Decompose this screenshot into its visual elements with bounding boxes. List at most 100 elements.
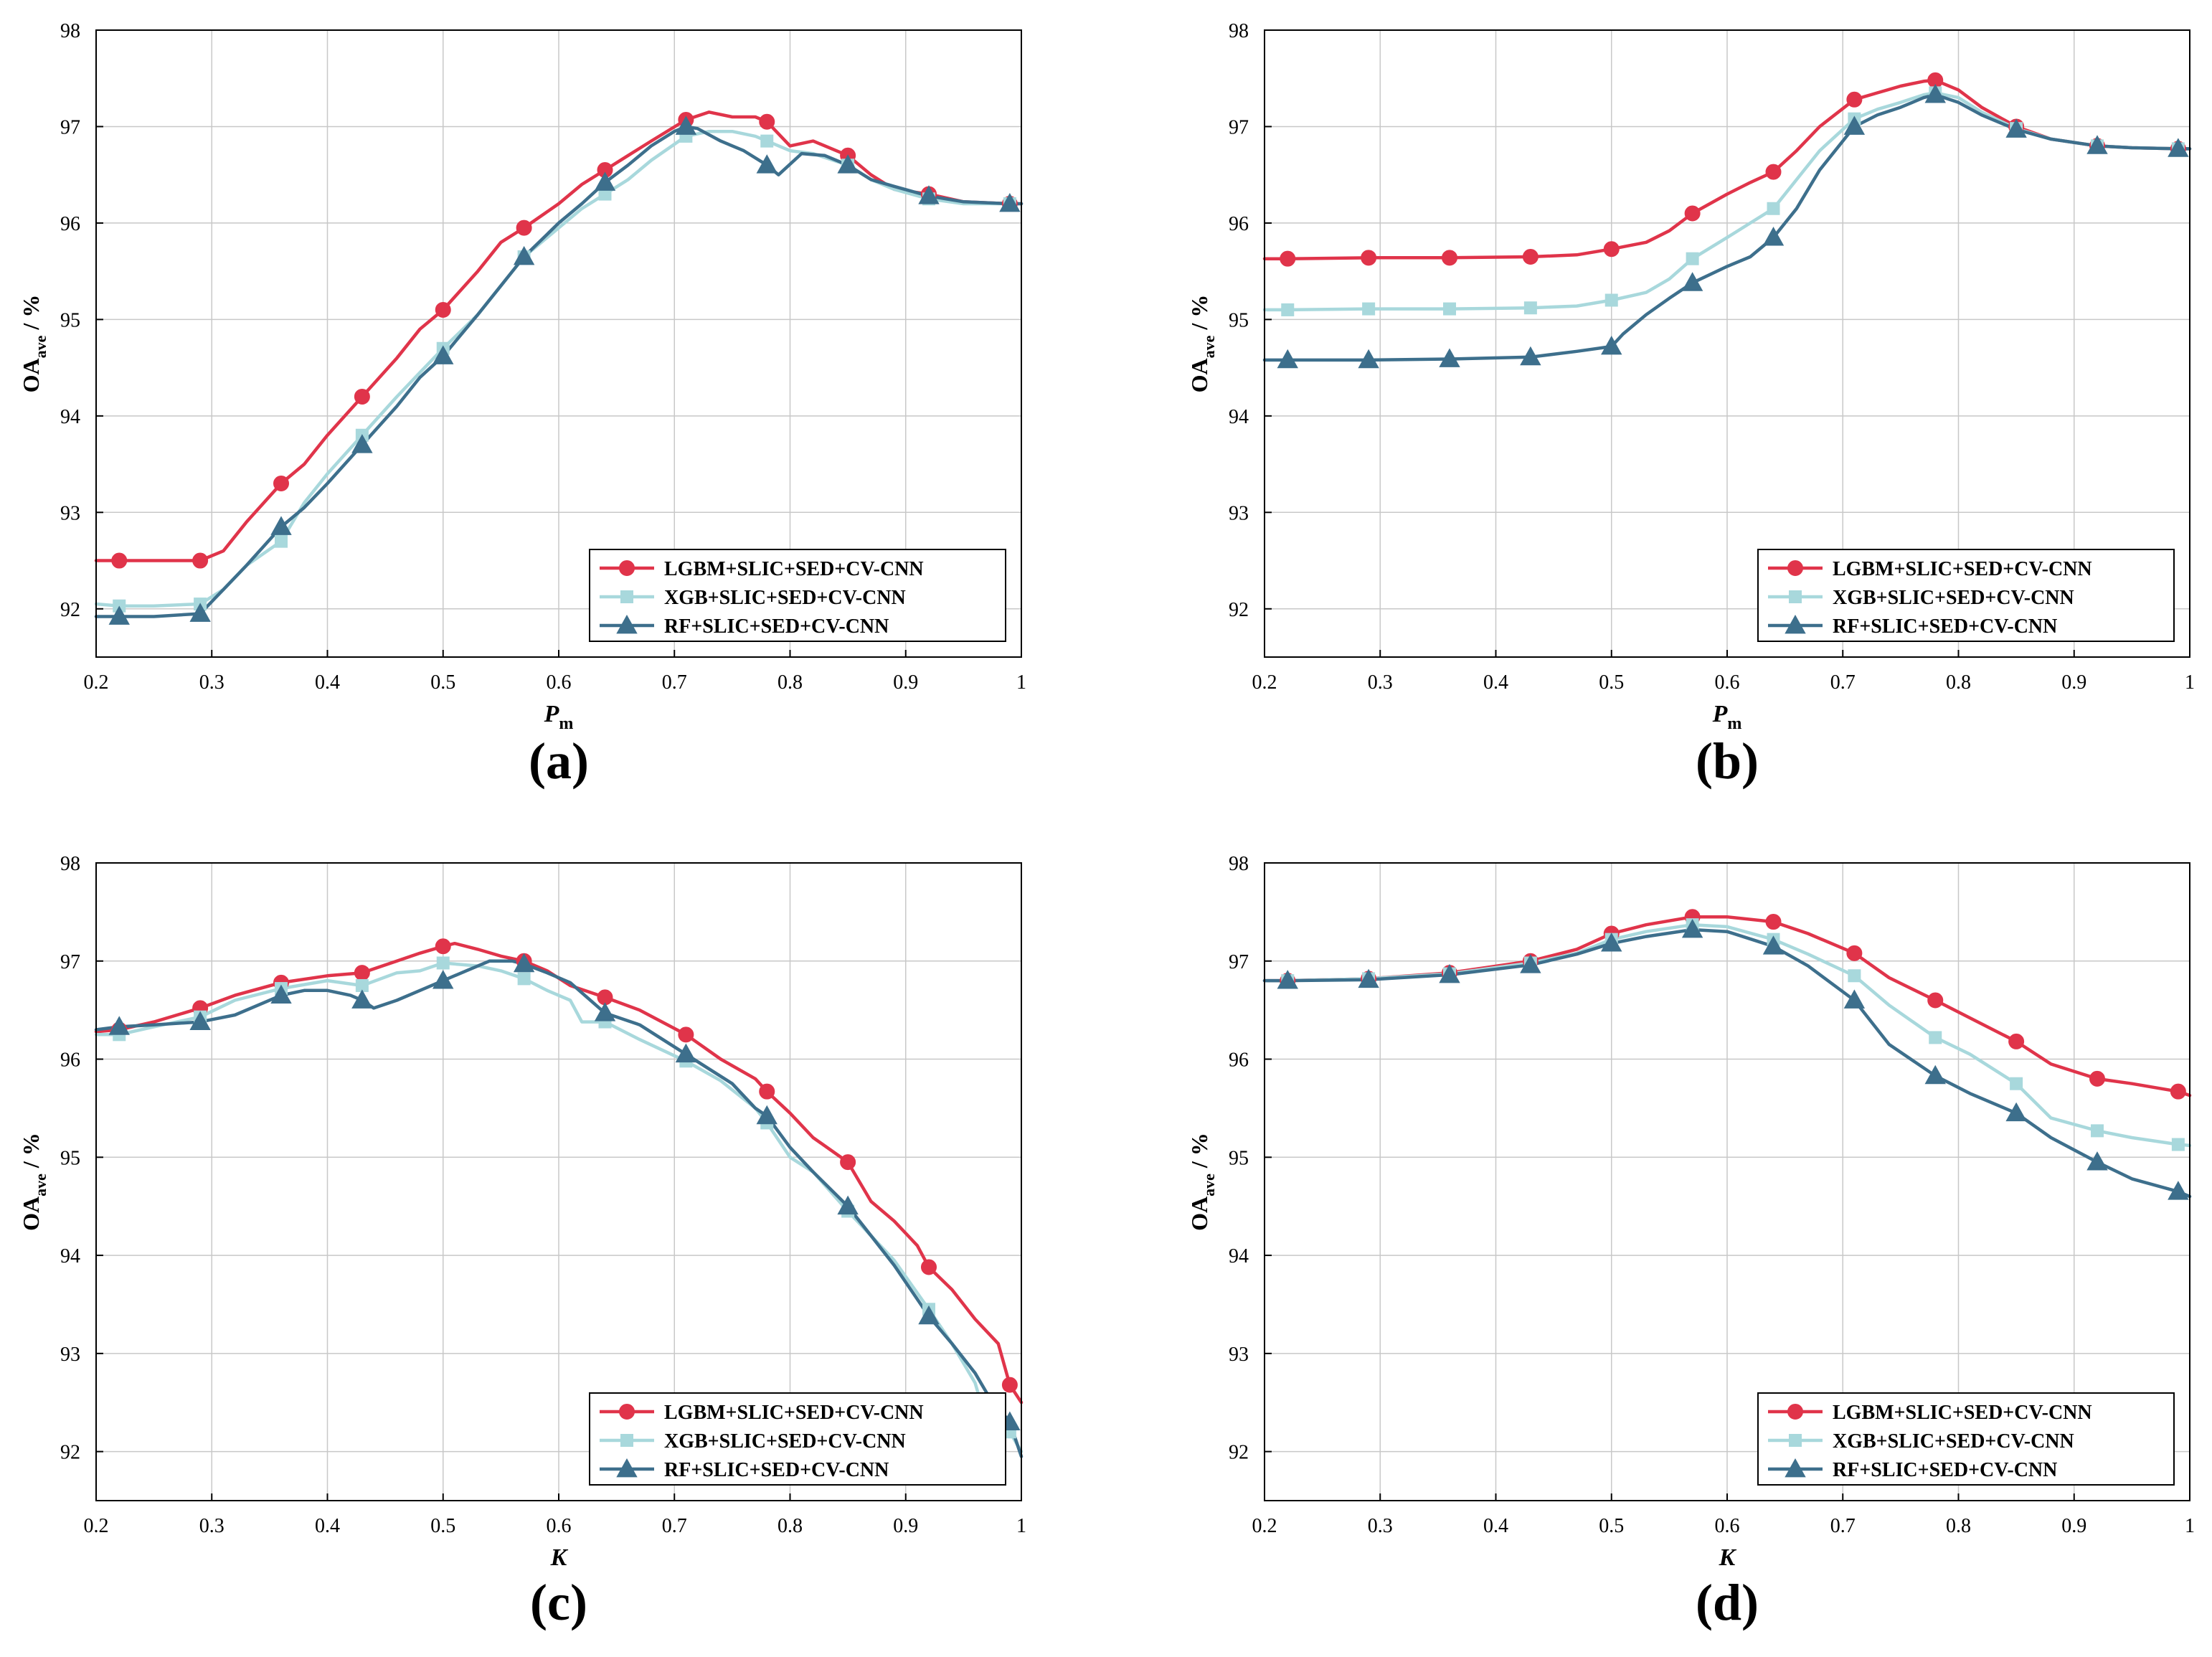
data-point-circle [840,1154,856,1171]
panel-label: (d) [1696,1574,1759,1631]
x-tick-label: 0.9 [2061,671,2086,694]
panel-label: (a) [529,732,589,790]
data-point-triangle [108,605,130,625]
y-tick-label: 97 [60,951,80,973]
legend-label: XGB+SLIC+SED+CV-CNN [1833,587,2074,609]
data-point-triangle [2086,135,2108,154]
legend-label: XGB+SLIC+SED+CV-CNN [664,1430,906,1453]
y-tick-label: 92 [60,599,80,621]
chart-panel-b: 0.2 0.3 0.4 0.5 0.6 0.7 0.8 0.9 1 92 93 94 95 96 97 98 P… [1186,20,2195,790]
legend-label: XGB+SLIC+SED+CV-CNN [664,587,906,609]
data-point-circle [1442,250,1457,266]
y-tick-label: 93 [1229,502,1249,524]
data-point-triangle [108,1016,130,1035]
x-tick-label: 0.3 [1368,671,1393,694]
data-point-square [1523,301,1537,315]
series-line-square [94,961,1024,1453]
data-point-circle [1361,250,1377,266]
data-point-circle [1684,205,1701,222]
data-point-triangle [351,989,373,1009]
data-point-triangle [1681,272,1703,291]
y-tick-label: 98 [1229,20,1249,42]
x-axis-label: Pm [1712,701,1742,733]
data-point-triangle [1439,963,1460,983]
data-point-triangle [1277,349,1298,369]
y-tick-label: 96 [1229,1049,1249,1072]
legend: LGBM+SLIC+SED+CV-CNN XGB+SLIC+SED+CV-CNN R… [589,1392,1006,1486]
data-point-triangle [2005,1102,2027,1122]
data-point-triangle [999,192,1021,212]
y-tick-label: 92 [1229,1442,1249,1464]
x-tick-label: 1 [2185,671,2195,694]
data-point-triangle [2005,118,2027,138]
y-tick-label: 95 [1229,1147,1249,1169]
y-tick-label: 96 [1229,213,1249,235]
data-point-circle [111,552,128,569]
data-point-circle [1603,241,1620,258]
data-point-triangle [756,154,777,174]
legend-marker-triangle [1785,614,1806,634]
data-point-circle [921,1259,937,1275]
legend-marker-square [620,1434,633,1447]
x-tick-label: 0.4 [315,1515,340,1537]
data-point-circle [2170,1083,2186,1100]
data-point-triangle [1924,84,1946,103]
chart-panel-d: 0.2 0.3 0.4 0.5 0.6 0.7 0.8 0.9 1 92 93 94 95 96 97 98 K… [1186,853,2195,1631]
legend-marker-triangle [616,1458,638,1478]
x-tick-label: 0.7 [1830,671,1856,694]
y-tick-label: 98 [60,853,80,875]
data-point-triangle [1601,335,1622,355]
data-point-square [436,956,450,970]
data-point-triangle [918,1305,940,1325]
data-point-triangle [1681,918,1703,938]
y-axis-label: OAave / % [1186,295,1218,393]
data-point-triangle [2168,1181,2189,1200]
y-tick-label: 94 [60,1245,80,1267]
legend-label: XGB+SLIC+SED+CV-CNN [1833,1430,2074,1453]
legend-marker-square [1789,590,1802,603]
series-line-circle [94,110,1024,562]
data-point-square [1686,252,1699,265]
x-tick-label: 0.6 [1715,671,1740,694]
data-point-square [1929,1031,1942,1044]
x-axis-label: K [1719,1544,1737,1571]
y-tick-label: 96 [60,213,80,235]
x-tick-label: 0.2 [84,671,109,694]
x-tick-label: 0.8 [777,1515,803,1537]
y-tick-label: 95 [1229,309,1249,331]
data-point-triangle [1439,348,1460,367]
x-tick-label: 0.5 [1599,1515,1624,1537]
data-point-square [2010,1077,2023,1090]
data-point-triangle [1358,968,1379,988]
legend-label: LGBM+SLIC+SED+CV-CNN [1833,558,2092,580]
data-point-triangle [1520,346,1541,366]
y-tick-label: 95 [60,309,80,331]
y-tick-label: 97 [1229,116,1249,138]
data-point-triangle [675,1043,697,1063]
x-tick-label: 1 [1016,1515,1026,1537]
x-tick-label: 0.9 [893,671,918,694]
data-point-circle [1280,250,1296,267]
data-point-square [1604,293,1618,307]
x-tick-label: 0.9 [893,1515,918,1537]
legend-box [1757,1392,2175,1486]
data-point-triangle [270,984,292,1004]
series-line-triangle [1262,927,2192,1199]
x-tick-label: 0.8 [1946,1515,1971,1537]
panel-label: (c) [530,1574,587,1631]
legend-marker-circle [619,560,635,576]
legend-label: RF+SLIC+SED+CV-CNN [1833,1459,2057,1481]
data-point-triangle [918,185,940,204]
data-point-circle [435,301,451,318]
data-point-triangle [2168,138,2189,157]
data-point-circle [273,475,289,491]
data-point-circle [516,219,532,236]
x-tick-label: 0.9 [2061,1515,2086,1537]
legend-marker-circle [1787,560,1803,576]
y-tick-label: 92 [1229,599,1249,621]
data-point-circle [435,938,451,955]
x-tick-label: 0.8 [1946,671,1971,694]
y-tick-label: 94 [1229,406,1249,428]
data-point-triangle [594,1002,616,1021]
